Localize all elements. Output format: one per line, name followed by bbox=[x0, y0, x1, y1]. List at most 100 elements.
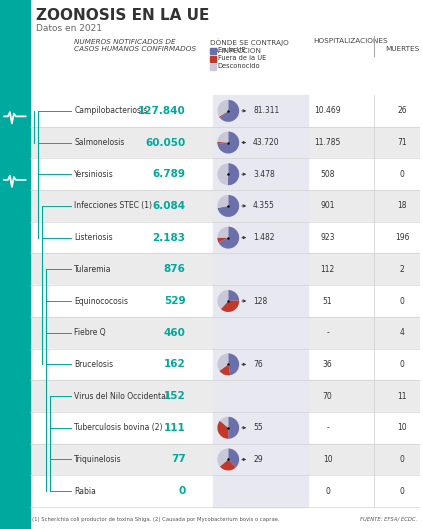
Bar bbox=[30, 253, 420, 285]
Wedge shape bbox=[218, 226, 239, 249]
Wedge shape bbox=[228, 417, 239, 439]
Bar bbox=[30, 158, 420, 190]
Text: 26: 26 bbox=[397, 106, 407, 115]
Wedge shape bbox=[217, 226, 228, 238]
Text: En la UE: En la UE bbox=[218, 48, 245, 53]
Text: 0: 0 bbox=[399, 296, 404, 306]
Text: Rabia: Rabia bbox=[74, 487, 96, 496]
Text: 70: 70 bbox=[323, 391, 332, 400]
Text: 71: 71 bbox=[397, 138, 407, 147]
Bar bbox=[210, 56, 216, 62]
Text: Datos en 2021: Datos en 2021 bbox=[36, 24, 102, 33]
Text: DÓNDE SE CONTRAJO
LA INFECCIÓN: DÓNDE SE CONTRAJO LA INFECCIÓN bbox=[210, 38, 289, 53]
Wedge shape bbox=[219, 111, 228, 118]
Wedge shape bbox=[217, 163, 228, 185]
Bar bbox=[30, 95, 420, 126]
Text: Infecciones STEC (1): Infecciones STEC (1) bbox=[74, 202, 152, 211]
Text: Equinococosis: Equinococosis bbox=[74, 296, 129, 306]
Text: 128: 128 bbox=[253, 296, 267, 306]
Text: 55: 55 bbox=[253, 423, 263, 432]
Text: 901: 901 bbox=[320, 202, 335, 211]
Bar bbox=[213, 380, 308, 412]
Wedge shape bbox=[228, 449, 239, 468]
Text: 10: 10 bbox=[323, 455, 332, 464]
Wedge shape bbox=[217, 238, 228, 242]
Text: 196: 196 bbox=[395, 233, 409, 242]
Text: 3.478: 3.478 bbox=[253, 170, 275, 179]
Text: 77: 77 bbox=[171, 454, 186, 464]
Text: (1) Scherichia coli productor de toxina Shiga. (2) Causada por Mycobacterium bov: (1) Scherichia coli productor de toxina … bbox=[32, 516, 279, 522]
Text: 10.469: 10.469 bbox=[314, 106, 341, 115]
Bar bbox=[213, 253, 308, 285]
Wedge shape bbox=[217, 142, 228, 144]
Wedge shape bbox=[228, 163, 239, 185]
Text: 6.789: 6.789 bbox=[153, 169, 186, 179]
Text: Yersiniosis: Yersiniosis bbox=[74, 170, 114, 179]
Text: Brucelosis: Brucelosis bbox=[74, 360, 113, 369]
Text: 0: 0 bbox=[325, 487, 330, 496]
Bar bbox=[213, 222, 308, 253]
Text: MUERTES: MUERTES bbox=[385, 46, 419, 52]
Text: 508: 508 bbox=[320, 170, 335, 179]
Text: 127.840: 127.840 bbox=[138, 106, 186, 116]
Text: HOSPITALIZACIONES: HOSPITALIZACIONES bbox=[313, 38, 388, 44]
Text: 81.311: 81.311 bbox=[253, 106, 279, 115]
Text: FUENTE: EFSA/ ECDC.: FUENTE: EFSA/ ECDC. bbox=[360, 516, 417, 522]
Text: 11.785: 11.785 bbox=[314, 138, 341, 147]
Wedge shape bbox=[220, 460, 236, 470]
Text: 152: 152 bbox=[164, 391, 186, 401]
Bar bbox=[30, 380, 420, 412]
Wedge shape bbox=[228, 290, 239, 301]
Text: 4.355: 4.355 bbox=[253, 202, 275, 211]
Text: 111: 111 bbox=[164, 423, 186, 433]
Bar bbox=[30, 222, 420, 253]
Wedge shape bbox=[228, 353, 239, 375]
Wedge shape bbox=[220, 417, 228, 428]
Text: 0: 0 bbox=[399, 170, 404, 179]
Text: Tularemia: Tularemia bbox=[74, 265, 112, 274]
Text: Salmonelosis: Salmonelosis bbox=[74, 138, 125, 147]
Wedge shape bbox=[221, 300, 239, 312]
Text: 876: 876 bbox=[164, 264, 186, 275]
Text: 4: 4 bbox=[399, 328, 404, 337]
Text: Fiebre Q: Fiebre Q bbox=[74, 328, 106, 337]
Text: 11: 11 bbox=[397, 391, 407, 400]
Text: 923: 923 bbox=[320, 233, 335, 242]
Bar bbox=[213, 412, 308, 444]
Wedge shape bbox=[217, 353, 228, 371]
Bar bbox=[213, 349, 308, 380]
Text: 43.720: 43.720 bbox=[253, 138, 280, 147]
Text: Listeriosis: Listeriosis bbox=[74, 233, 113, 242]
Text: 0: 0 bbox=[399, 455, 404, 464]
Text: Fuera de la UE: Fuera de la UE bbox=[218, 56, 266, 61]
Text: 10: 10 bbox=[397, 423, 407, 432]
Wedge shape bbox=[217, 132, 228, 142]
Text: -: - bbox=[326, 328, 329, 337]
Bar bbox=[213, 444, 308, 476]
Bar bbox=[213, 95, 308, 126]
Wedge shape bbox=[217, 449, 228, 467]
Bar bbox=[30, 444, 420, 476]
Text: 29: 29 bbox=[253, 455, 263, 464]
Text: 0: 0 bbox=[399, 487, 404, 496]
Wedge shape bbox=[220, 100, 239, 122]
Text: 2.183: 2.183 bbox=[153, 233, 186, 243]
Text: 6.084: 6.084 bbox=[152, 201, 186, 211]
Wedge shape bbox=[217, 195, 228, 208]
Bar bbox=[30, 285, 420, 317]
Text: Triquinelosis: Triquinelosis bbox=[74, 455, 122, 464]
Bar bbox=[213, 285, 308, 317]
Bar bbox=[210, 48, 216, 54]
Bar bbox=[213, 190, 308, 222]
Bar bbox=[30, 349, 420, 380]
Text: NÚMEROS NOTIFICADOS DE
CASOS HUMANOS CONFIRMADOS: NÚMEROS NOTIFICADOS DE CASOS HUMANOS CON… bbox=[74, 38, 197, 52]
Wedge shape bbox=[217, 100, 228, 117]
Text: 51: 51 bbox=[323, 296, 332, 306]
Text: 2: 2 bbox=[400, 265, 404, 274]
Text: 0: 0 bbox=[179, 486, 186, 496]
Wedge shape bbox=[217, 290, 228, 309]
Text: 18: 18 bbox=[397, 202, 407, 211]
Bar bbox=[213, 476, 308, 507]
Bar bbox=[30, 476, 420, 507]
Text: ZOONOSIS EN LA UE: ZOONOSIS EN LA UE bbox=[36, 8, 209, 23]
